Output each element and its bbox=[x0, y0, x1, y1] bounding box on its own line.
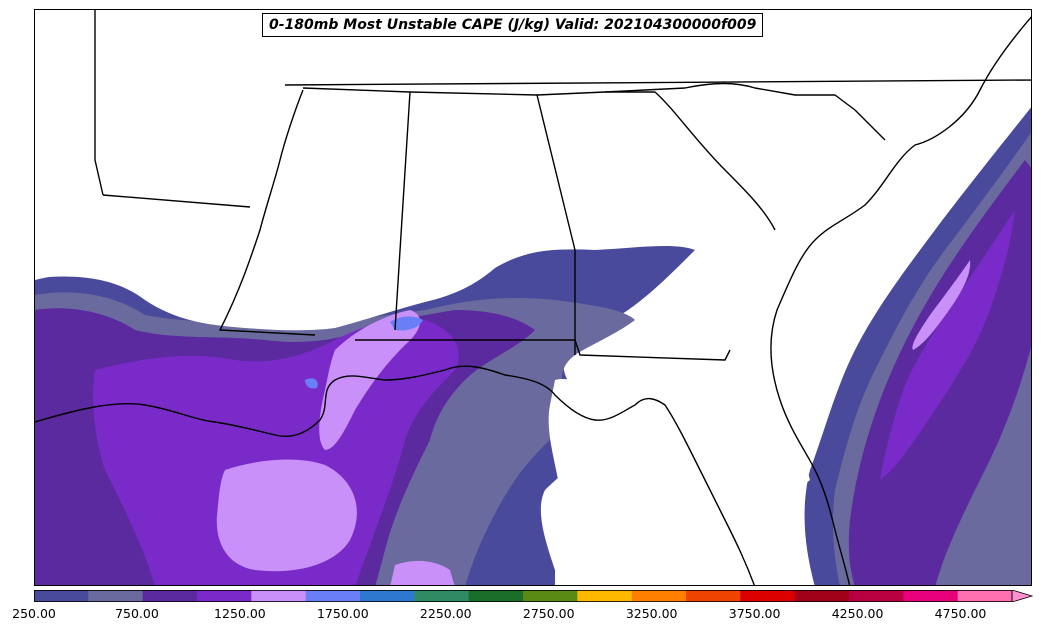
colorbar-outline bbox=[34, 590, 1013, 602]
colorbar-svg bbox=[34, 589, 1034, 603]
colorbar-tick-label: 4250.00 bbox=[831, 606, 884, 621]
colorbar-tick-label: 3750.00 bbox=[728, 606, 781, 621]
cape-fill-atlantic-lavender bbox=[912, 260, 971, 350]
gulf-coastline bbox=[35, 365, 755, 585]
map-title: 0-180mb Most Unstable CAPE (J/kg) Valid:… bbox=[262, 13, 764, 37]
colorbar-tick-label: 1250.00 bbox=[214, 606, 266, 621]
cape-fill-blue-1 bbox=[390, 316, 423, 331]
colorbar-bin bbox=[414, 590, 470, 602]
colorbar-tick-label: 4750.00 bbox=[934, 606, 987, 621]
colorbar-bin bbox=[577, 590, 633, 602]
border-al-ga bbox=[409, 91, 576, 355]
colorbar-tick-label: 250.00 bbox=[12, 606, 56, 621]
land-mask bbox=[35, 10, 1031, 585]
cape-shading bbox=[35, 107, 1031, 585]
colorbar-bin bbox=[686, 590, 741, 602]
colorbar-bin bbox=[631, 590, 687, 602]
colorbar-bin bbox=[360, 590, 415, 602]
colorbar-tick-label: 2250.00 bbox=[419, 606, 472, 621]
colorbar-bin bbox=[794, 590, 850, 602]
land-florida-peninsula bbox=[548, 379, 734, 585]
colorbar-bin bbox=[197, 590, 252, 602]
cape-fill-lavender-2 bbox=[319, 310, 421, 450]
cape-map bbox=[35, 10, 1031, 585]
colorbar-bin bbox=[88, 590, 144, 602]
cape-fill-lavender-1 bbox=[216, 459, 357, 572]
colorbar-tick-label: 1750.00 bbox=[316, 606, 369, 621]
border-tn bbox=[284, 79, 1031, 86]
cape-fill-lavender-3 bbox=[390, 560, 455, 585]
border-nc-sc bbox=[604, 82, 886, 141]
colorbar-bin bbox=[142, 590, 198, 602]
colorbar-extend-arrow bbox=[1011, 589, 1034, 603]
land-north bbox=[35, 10, 1031, 585]
colorbar-bin bbox=[903, 590, 959, 602]
border-ga-sc bbox=[536, 91, 776, 231]
borders bbox=[35, 10, 1031, 585]
border-tx-la bbox=[94, 10, 104, 196]
colorbar-bin bbox=[740, 590, 796, 602]
colorbar-bin bbox=[305, 590, 361, 602]
colorbar-tick-label: 750.00 bbox=[115, 606, 159, 621]
cape-fill-blue-2 bbox=[305, 378, 318, 389]
border-ar-la bbox=[102, 194, 251, 208]
colorbar-bin bbox=[468, 590, 524, 602]
border-la-ms-river bbox=[219, 89, 316, 336]
colorbar-tick-label: 2750.00 bbox=[522, 606, 575, 621]
colorbar-bin bbox=[251, 590, 307, 602]
colorbar-bin bbox=[523, 590, 578, 602]
colorbar bbox=[34, 587, 1034, 603]
colorbar-tick-label: 3250.00 bbox=[625, 606, 678, 621]
border-ga-fl bbox=[430, 339, 731, 361]
cape-fill-atlantic-violet bbox=[880, 210, 1015, 480]
map-panel bbox=[34, 9, 1032, 586]
colorbar-bin bbox=[34, 590, 89, 602]
colorbar-bin bbox=[957, 590, 1013, 602]
atlantic-coastline bbox=[770, 16, 1031, 585]
colorbar-bin bbox=[849, 590, 904, 602]
